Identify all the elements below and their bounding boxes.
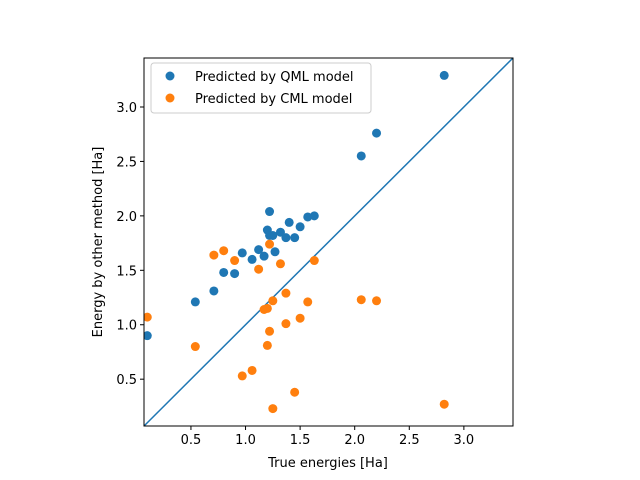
qml-point: [265, 207, 275, 217]
legend: Predicted by QML model Predicted by CML …: [150, 62, 372, 114]
y-tick-label: 2.5: [116, 155, 137, 170]
cml-point: [265, 326, 275, 336]
qml-point: [284, 217, 294, 227]
cml-point: [265, 239, 275, 249]
identity-line: [144, 58, 513, 426]
y-tick-label: 3.0: [116, 101, 137, 116]
plot-frame: [143, 57, 514, 427]
qml-point: [237, 248, 247, 258]
cml-point: [275, 259, 285, 269]
cml-point: [237, 371, 247, 381]
x-tick-label: 3.0: [454, 433, 475, 448]
qml-point: [290, 233, 300, 243]
y-tick-label: 0.5: [116, 373, 137, 388]
x-tick-label: 0.5: [181, 433, 202, 448]
y-tick-label: 1.0: [116, 319, 137, 334]
legend-box: [150, 62, 372, 114]
cml-point: [295, 313, 305, 323]
qml-point: [270, 247, 280, 257]
x-tick-label: 1.5: [290, 433, 311, 448]
cml-point: [190, 342, 200, 352]
legend-marker-cml: [165, 93, 175, 103]
y-tick-label: 2.0: [116, 210, 137, 225]
legend-entry-cml: Predicted by CML model: [195, 92, 352, 107]
cml-point: [262, 340, 272, 350]
qml-point: [356, 151, 366, 161]
cml-point: [290, 387, 300, 397]
cml-point: [356, 295, 366, 305]
cml-point: [281, 319, 291, 329]
legend-entry-qml: Predicted by QML model: [195, 70, 354, 85]
y-tick-label: 1.5: [116, 264, 137, 279]
cml-point: [219, 246, 229, 256]
cml-point: [372, 296, 382, 306]
cml-point: [144, 312, 152, 322]
x-tick-label: 2.5: [399, 433, 420, 448]
qml-point: [219, 267, 229, 277]
cml-point: [281, 288, 291, 298]
qml-point: [247, 254, 257, 264]
qml-point: [309, 211, 319, 221]
cml-point: [309, 256, 319, 266]
y-axis-label: Energy by other method [Ha]: [91, 147, 106, 338]
cml-point: [209, 250, 219, 260]
qml-point: [439, 70, 449, 80]
cml-point: [247, 365, 257, 375]
cml-point: [303, 297, 313, 307]
qml-point: [209, 286, 219, 296]
cml-point: [254, 264, 264, 274]
x-tick-label: 2.0: [344, 433, 365, 448]
qml-point: [254, 245, 264, 255]
cml-point: [439, 399, 449, 409]
qml-point: [295, 222, 305, 232]
qml-point: [275, 227, 285, 237]
cml-point: [230, 256, 240, 266]
cml-point: [268, 296, 278, 306]
qml-point: [144, 331, 152, 341]
cml-point: [268, 404, 278, 414]
qml-point: [230, 269, 240, 279]
qml-point: [281, 233, 291, 243]
qml-point: [372, 128, 382, 138]
legend-marker-qml: [165, 71, 175, 81]
qml-point: [190, 297, 200, 307]
qml-point: [259, 251, 269, 261]
qml-point: [268, 230, 278, 240]
x-tick-label: 1.0: [235, 433, 256, 448]
cml-point: [262, 303, 272, 313]
x-axis-label: True energies [Ha]: [267, 456, 388, 471]
